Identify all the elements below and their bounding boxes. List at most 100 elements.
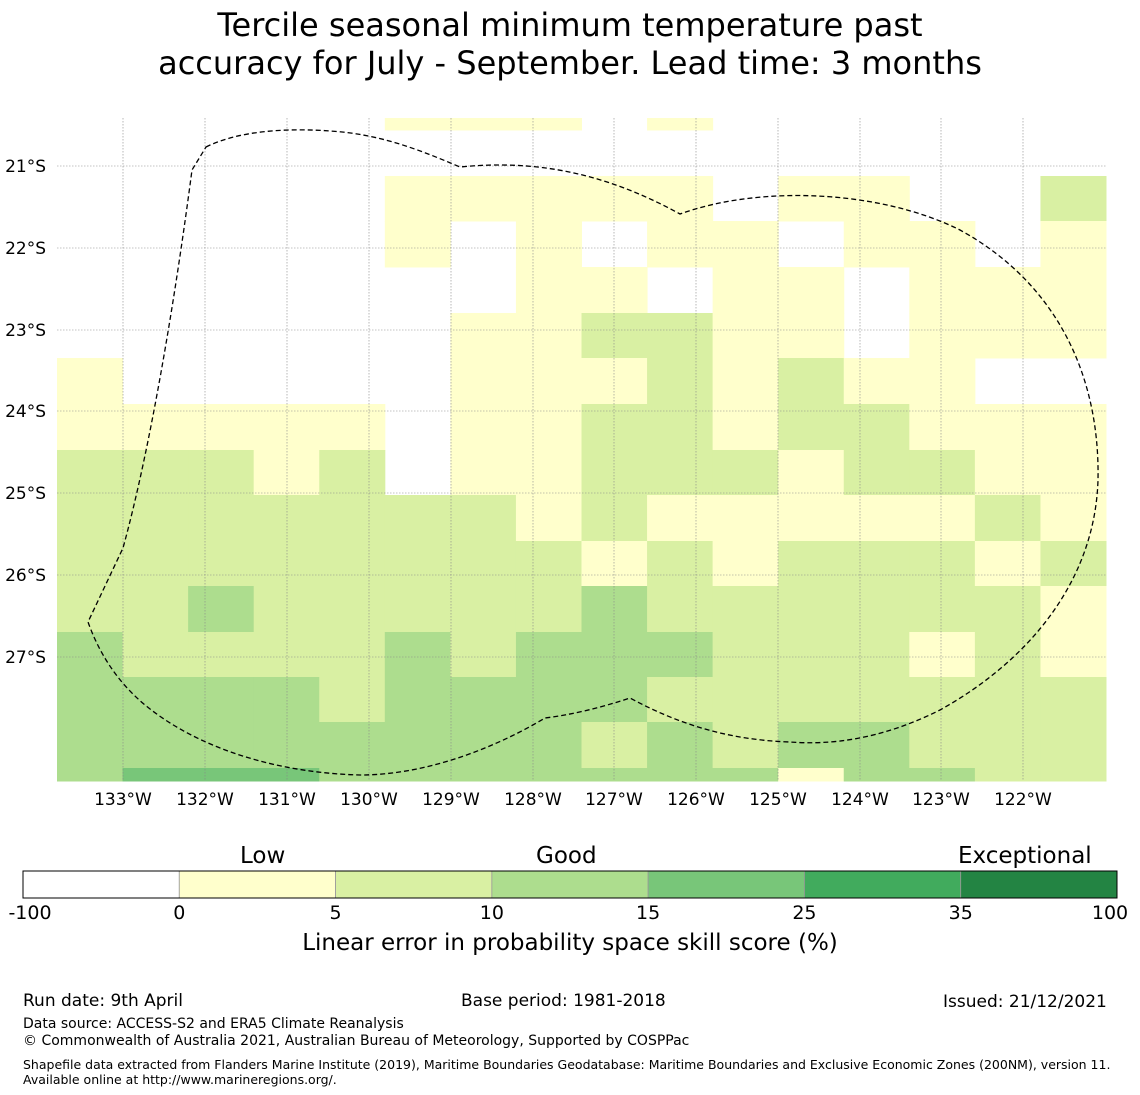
skill-cell (122, 722, 189, 769)
skill-cell (122, 768, 189, 782)
skill-cell (778, 632, 845, 678)
skill-cell (843, 541, 910, 587)
colorbar-tick-label: 0 (173, 902, 186, 924)
longitude-label: 125°W (749, 790, 807, 810)
longitude-label: 133°W (94, 790, 152, 810)
skill-cell (122, 677, 189, 723)
latitude-label: 24°S (5, 402, 46, 422)
skill-cell (188, 768, 255, 782)
skill-map: 21°S22°S23°S24°S25°S26°S27°S 133°W 132°W 1… (5, 118, 1107, 810)
skill-cell (778, 586, 845, 633)
skill-cell (778, 541, 845, 587)
skill-cell (909, 267, 976, 314)
skill-cell (319, 722, 386, 769)
skill-cell (1040, 632, 1107, 678)
skill-cell (581, 267, 648, 314)
skill-cell (647, 768, 714, 782)
skill-cell (515, 450, 582, 496)
skill-cell (515, 221, 582, 268)
skill-cell (712, 450, 779, 496)
skill-cell (1040, 267, 1107, 314)
colorbar-word-exceptional: Exceptional (958, 843, 1092, 869)
skill-cell (843, 495, 910, 542)
skill-cell (974, 404, 1041, 451)
skill-cell (450, 118, 517, 131)
skill-cell (778, 358, 845, 405)
skill-cell (778, 176, 845, 222)
skill-cell (1040, 722, 1107, 769)
data-source: Data source: ACCESS-S2 and ERA5 Climate … (23, 1016, 404, 1032)
skill-cell (122, 541, 189, 587)
skill-cell (450, 358, 517, 405)
colorbar-segment (960, 870, 1118, 899)
skill-cell (57, 495, 124, 542)
skill-cell (515, 118, 582, 131)
latitude-label: 23°S (5, 321, 46, 341)
skill-cell (843, 358, 910, 405)
skill-cell (515, 632, 582, 678)
skill-cell (384, 118, 451, 131)
skill-cell (843, 221, 910, 268)
skill-cell (974, 267, 1041, 314)
skill-cell (581, 768, 648, 782)
skill-cell (515, 176, 582, 222)
shapefile-credit: Shapefile data extracted from Flanders M… (23, 1057, 1111, 1087)
longitude-label: 124°W (831, 790, 889, 810)
skill-cell (122, 495, 189, 542)
skill-cell (253, 586, 320, 633)
skill-cell (188, 586, 255, 633)
skill-cell (384, 722, 451, 769)
colorbar-segment (491, 870, 649, 899)
skill-cell (778, 722, 845, 769)
skill-cell (712, 313, 779, 359)
skill-cell (974, 450, 1041, 496)
skill-cell (57, 722, 124, 769)
skill-cell (450, 541, 517, 587)
skill-cell (1040, 541, 1107, 587)
skill-cell (843, 768, 910, 782)
skill-cell (188, 541, 255, 587)
skill-cell (647, 586, 714, 633)
skill-cell (515, 495, 582, 542)
skill-cell (515, 541, 582, 587)
colorbar-tick-label: 100 (1091, 902, 1129, 924)
colorbar-label: Linear error in probability space skill … (302, 930, 838, 956)
skill-cell (843, 586, 910, 633)
skill-cell (909, 450, 976, 496)
skill-cell (778, 495, 845, 542)
chart-title: Tercile seasonal minimum temperature pas… (0, 6, 1140, 82)
skill-cell (778, 768, 845, 782)
skill-cell (909, 313, 976, 359)
skill-cell (450, 586, 517, 633)
skill-cell (515, 768, 582, 782)
latitude-label: 27°S (5, 648, 46, 668)
latitude-label: 25°S (5, 484, 46, 504)
skill-cell (1040, 176, 1107, 222)
skill-cell (57, 632, 124, 678)
skill-cell (515, 586, 582, 633)
skill-cell (712, 541, 779, 587)
skill-cell (778, 313, 845, 359)
skill-cell (1040, 586, 1107, 633)
skill-cell (57, 677, 124, 723)
skill-cell (974, 495, 1041, 542)
skill-cell (909, 541, 976, 587)
skill-cell (647, 358, 714, 405)
skill-cell (515, 677, 582, 723)
skill-cell (188, 722, 255, 769)
longitude-label: 123°W (912, 790, 970, 810)
skill-cell (843, 677, 910, 723)
skill-cell (647, 176, 714, 222)
skill-cell (319, 495, 386, 542)
colorbar-segment (22, 870, 180, 899)
skill-cell (450, 313, 517, 359)
skill-cell (450, 632, 517, 678)
colorbar-tick-label: 25 (792, 902, 817, 924)
colorbar-segment (647, 870, 805, 899)
graticule (57, 118, 1106, 781)
skill-cell (1040, 495, 1107, 542)
skill-cell (974, 768, 1041, 782)
longitude-label: 130°W (340, 790, 398, 810)
skill-cell (712, 586, 779, 633)
skill-cell (843, 450, 910, 496)
